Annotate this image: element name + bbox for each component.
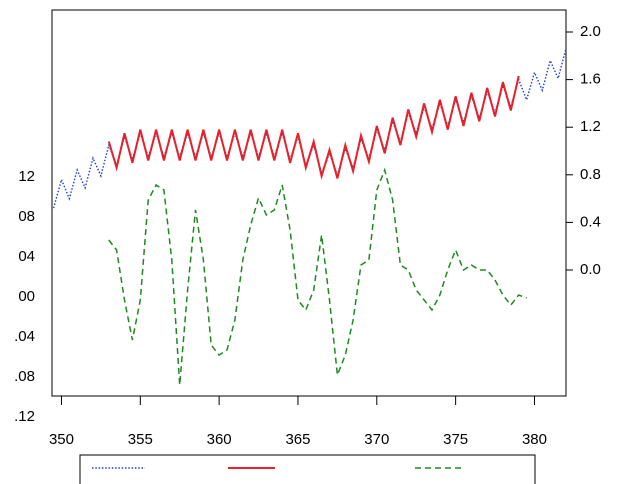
x-tick-label: 365: [285, 431, 310, 448]
y2-tick-label: 0.0: [580, 261, 601, 278]
x-tick-label: 360: [207, 431, 232, 448]
y2-tick-label: 1.6: [580, 71, 601, 88]
plot-frame: [51, 9, 567, 397]
series-line: [107, 75, 520, 180]
y-tick-label: 08: [18, 208, 35, 225]
x-tick-label: 350: [49, 431, 74, 448]
y2-tick-label: 0.4: [580, 213, 601, 230]
series-line: [108, 167, 527, 386]
x-tick-label: 355: [128, 431, 153, 448]
y-tick-label: .04: [14, 328, 35, 345]
x-tick-label: 370: [364, 431, 389, 448]
x-tick-label: 380: [522, 431, 547, 448]
y-tick-label: .12: [14, 408, 35, 425]
series-line: [52, 48, 567, 209]
x-tick-label: 375: [443, 431, 468, 448]
legend-box: [79, 454, 536, 484]
y-tick-label: .08: [14, 368, 35, 385]
y2-tick-label: 2.0: [580, 23, 601, 40]
y2-tick-label: 0.8: [580, 166, 601, 183]
y-tick-label: 12: [18, 168, 35, 185]
y-tick-label: 04: [18, 248, 35, 265]
y-tick-label: 00: [18, 288, 35, 305]
y2-tick-label: 1.2: [580, 118, 601, 135]
